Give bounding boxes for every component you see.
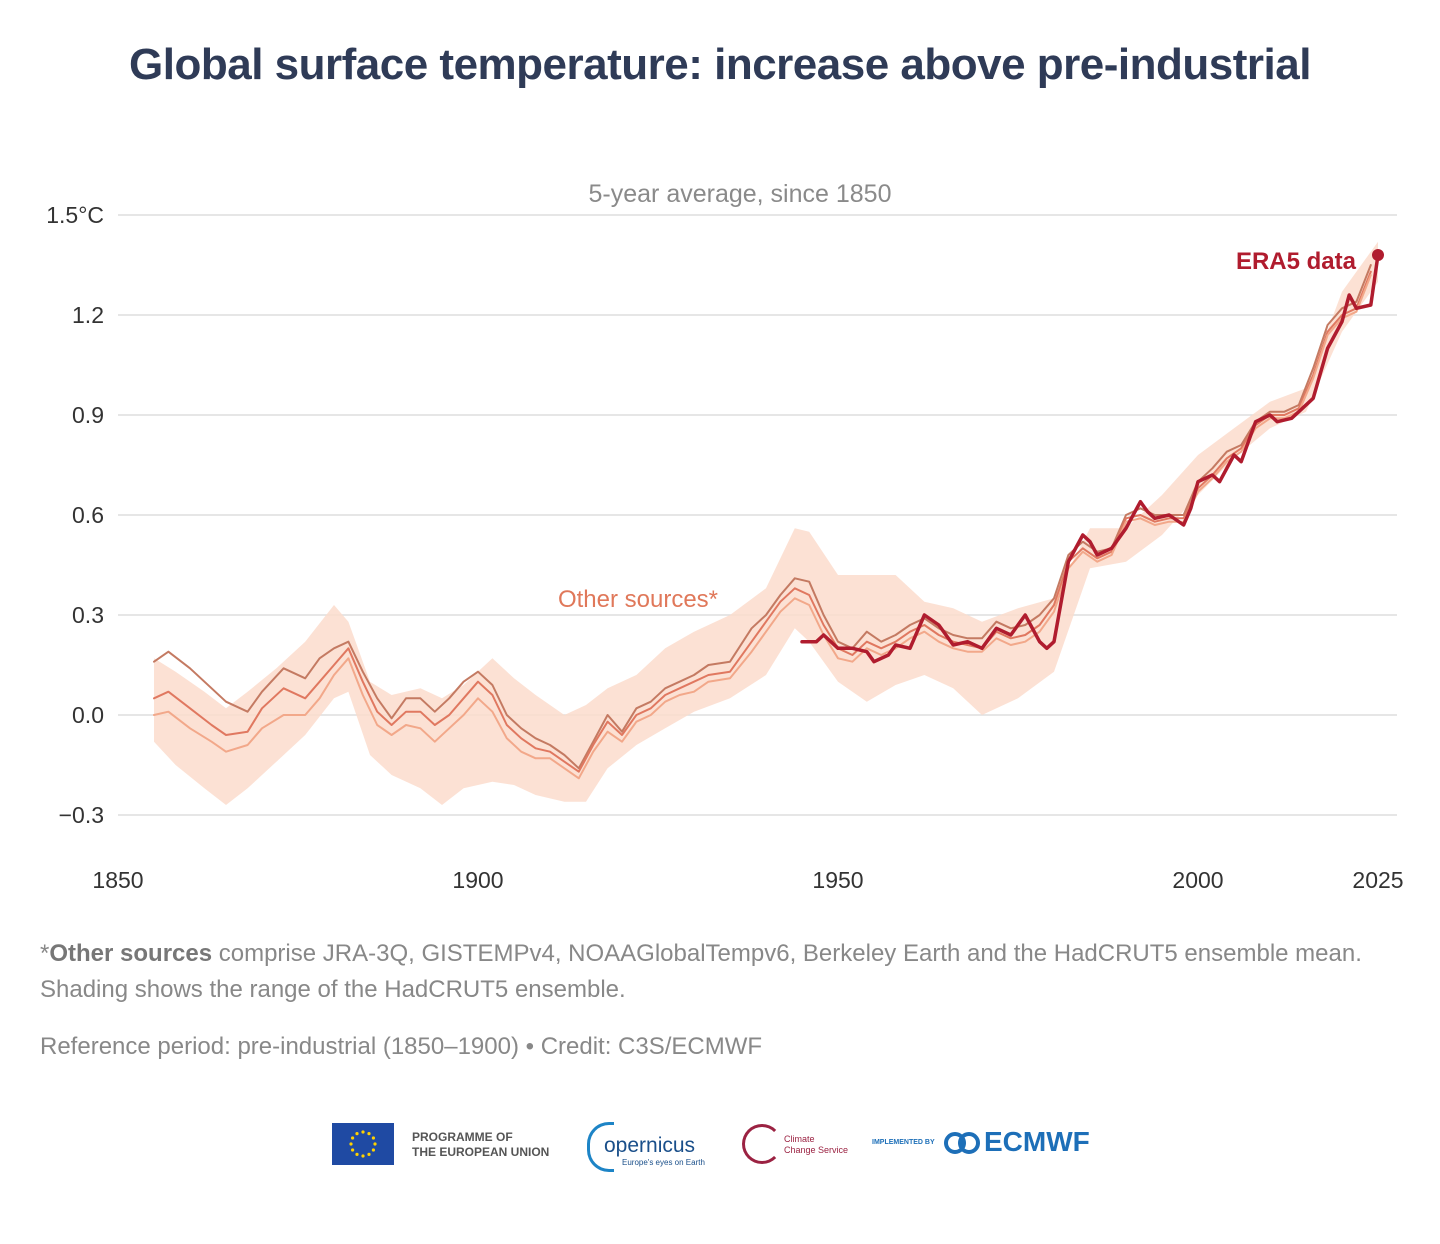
- footnote-asterisk: *: [40, 940, 50, 967]
- footnote-text: comprise JRA-3Q, GISTEMPv4, NOAAGlobalTe…: [40, 940, 1362, 1003]
- y-tick-label: 1.5°C: [46, 202, 104, 228]
- hadcrut5-range-band: [154, 241, 1378, 805]
- ensemble-range-area: [154, 241, 1378, 805]
- copernicus-logo-icon: [587, 1122, 614, 1172]
- footnote-bold: Other sources: [49, 940, 213, 967]
- implemented-by-label: IMPLEMENTED BY: [872, 1139, 935, 1146]
- x-tick-label: 1850: [92, 867, 143, 893]
- era5-latest-point: [1372, 249, 1384, 261]
- y-tick-label: 0.6: [72, 502, 104, 528]
- other-source-line-3: [153, 274, 1372, 780]
- y-tick-label: −0.3: [59, 802, 104, 828]
- reference-credit: Reference period: pre-industrial (1850–1…: [40, 1033, 763, 1060]
- y-tick-label: 1.2: [72, 302, 104, 328]
- copernicus-wordmark: opernicus: [604, 1134, 696, 1157]
- eu-programme-line1: PROGRAMME OF: [412, 1130, 513, 1144]
- y-axis-ticks: 1.5°C 1.2 0.9 0.6 0.3 0.0 −0.3: [46, 202, 104, 828]
- ecmwf-wordmark: ECMWF: [984, 1126, 1090, 1157]
- x-tick-label: 2000: [1172, 867, 1223, 893]
- y-tick-label: 0.0: [72, 702, 104, 728]
- footnote: *Other sources comprise JRA-3Q, GISTEMPv…: [40, 936, 1400, 1008]
- logo-strip: PROGRAMME OF THE EUROPEAN UNION opernicu…: [332, 1120, 1132, 1172]
- eu-programme-line2: THE EUROPEAN UNION: [412, 1145, 550, 1159]
- x-tick-label: 1950: [812, 867, 863, 893]
- other-source-line-1: [153, 264, 1372, 770]
- y-tick-label: 0.3: [72, 602, 104, 628]
- x-tick-label: 2025: [1352, 867, 1403, 893]
- other-sources-label: Other sources*: [558, 586, 718, 613]
- series-lines: [153, 249, 1384, 780]
- copernicus-tagline: Europe's eyes on Earth: [622, 1158, 705, 1167]
- chart-subtitle: 5-year average, since 1850: [589, 180, 892, 208]
- era5-line: [800, 253, 1380, 664]
- chart-title: Global surface temperature: increase abo…: [129, 40, 1311, 89]
- c3s-thermometer-icon: [742, 1124, 782, 1164]
- x-tick-label: 1900: [452, 867, 503, 893]
- y-tick-label: 0.9: [72, 402, 104, 428]
- c3s-line2: Change Service: [784, 1145, 849, 1155]
- era5-data-label: ERA5 data: [1236, 248, 1357, 275]
- c3s-line1: Climate: [784, 1134, 815, 1144]
- x-axis-ticks: 1850 1900 1950 2000 2025: [92, 867, 1403, 893]
- ecmwf-logo-icon: [944, 1132, 980, 1154]
- eu-flag-icon: [332, 1123, 394, 1165]
- temperature-chart: 5-year average, since 1850 1.5°C 1.2 0.9 0.…: [46, 180, 1403, 893]
